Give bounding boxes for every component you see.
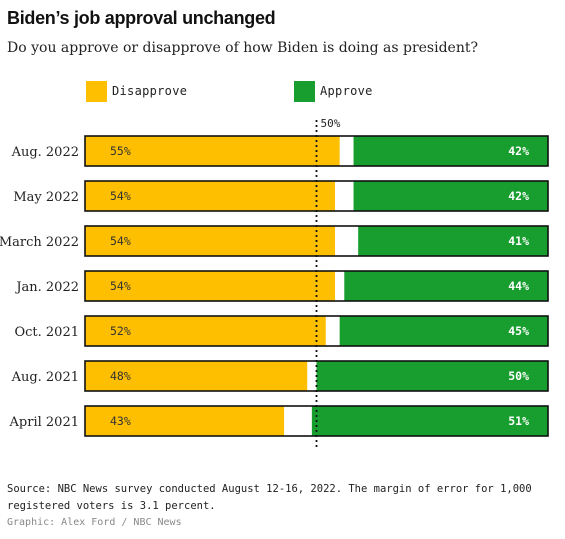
graphic-credit: Graphic: Alex Ford / NBC News [7, 517, 182, 528]
data-label-disapprove-aug-2021: 48% [110, 369, 131, 383]
data-label-approve-oct-2021: 45% [508, 324, 529, 338]
bar-disapprove-aug-2022 [85, 136, 340, 166]
bar-approve-may-2022 [353, 181, 548, 211]
category-label-march-2022: March 2022 [0, 235, 79, 250]
data-label-disapprove-may-2022: 54% [110, 189, 131, 203]
bar-approve-aug-2022 [353, 136, 548, 166]
legend-swatch-disapprove [86, 80, 107, 102]
bar-chart: Aug. 2022 55% 42% May 2022 54% 42% March 2022 5… [0, 117, 549, 448]
bar-approve-oct-2021 [339, 316, 548, 346]
legend-approve: Approve [294, 80, 373, 102]
category-label-jan-2022: Jan. 2022 [14, 280, 79, 295]
reference-label: 50% [321, 117, 341, 130]
bar-approve-april-2021 [311, 406, 548, 436]
data-label-approve-may-2022: 42% [508, 189, 529, 203]
category-label-aug-2022: Aug. 2022 [11, 145, 79, 160]
legend-label-disapprove: Disapprove [112, 84, 188, 98]
data-label-disapprove-aug-2022: 55% [110, 144, 131, 158]
bar-disapprove-jan-2022 [85, 271, 336, 301]
bar-disapprove-aug-2021 [85, 361, 308, 391]
legend-swatch-approve [294, 80, 315, 102]
data-label-disapprove-march-2022: 54% [110, 234, 131, 248]
source-note: Source: NBC News survey conducted August… [7, 483, 532, 512]
bar-approve-jan-2022 [344, 271, 548, 301]
data-label-approve-jan-2022: 44% [508, 279, 529, 293]
bar-disapprove-may-2022 [85, 181, 336, 211]
chart-subtitle: Do you approve or disapprove of how Bide… [7, 40, 478, 56]
category-label-may-2022: May 2022 [13, 190, 79, 205]
category-label-aug-2021: Aug. 2021 [11, 370, 79, 385]
legend-disapprove: Disapprove [86, 80, 187, 102]
bar-approve-aug-2021 [316, 361, 548, 391]
chart-title: Biden’s job approval unchanged [7, 8, 276, 28]
category-label-april-2021: April 2021 [9, 415, 79, 430]
data-label-disapprove-oct-2021: 52% [110, 324, 131, 338]
data-label-approve-april-2021: 51% [508, 414, 529, 428]
legend-label-approve: Approve [320, 84, 373, 98]
data-label-approve-aug-2021: 50% [508, 369, 529, 383]
bar-approve-march-2022 [358, 226, 548, 256]
bar-disapprove-april-2021 [85, 406, 285, 436]
category-label-oct-2021: Oct. 2021 [14, 325, 79, 340]
data-label-disapprove-april-2021: 43% [110, 414, 131, 428]
bar-disapprove-march-2022 [85, 226, 336, 256]
data-label-disapprove-jan-2022: 54% [110, 279, 131, 293]
data-label-approve-march-2022: 41% [508, 234, 529, 248]
bar-disapprove-oct-2021 [85, 316, 326, 346]
data-label-approve-aug-2022: 42% [508, 144, 529, 158]
